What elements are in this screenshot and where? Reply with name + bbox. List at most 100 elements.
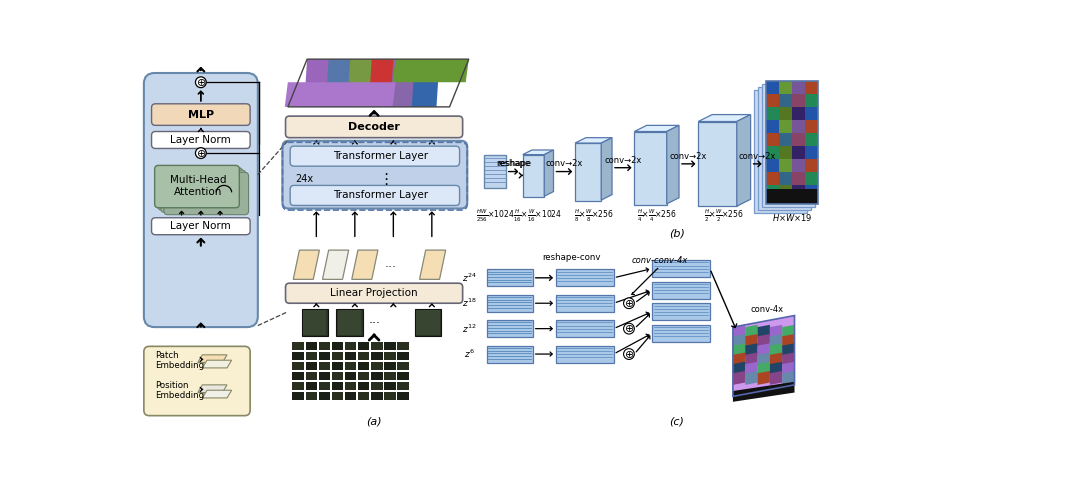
Text: (a): (a) [366,416,382,426]
Bar [332,372,343,380]
Polygon shape [745,334,757,348]
Bar [306,382,318,390]
Text: Layer Norm: Layer Norm [171,221,231,231]
Bar [319,372,330,380]
Bar [806,94,819,107]
Bar [345,372,356,380]
Polygon shape [347,59,375,107]
Text: $\oplus$: $\oplus$ [624,348,634,360]
Bar [372,342,382,350]
Bar [332,382,343,390]
Polygon shape [770,334,782,348]
Bar [652,260,710,277]
Polygon shape [733,343,745,357]
Bar [755,90,807,213]
Text: Patch
Embedding: Patch Embedding [154,350,204,370]
Bar [793,159,806,172]
Polygon shape [733,352,745,366]
Polygon shape [733,371,745,385]
Bar [384,362,395,370]
Bar [384,392,395,400]
Bar [793,146,806,159]
Polygon shape [285,82,395,107]
Polygon shape [782,343,795,357]
Bar [793,185,806,199]
Bar [301,309,328,336]
Text: $z^{6}$: $z^{6}$ [464,348,475,360]
Bar [415,309,441,336]
FancyBboxPatch shape [144,347,251,416]
Bar [634,132,666,204]
Polygon shape [782,334,795,348]
Bar [806,172,819,185]
Bar [766,133,779,146]
Bar [372,352,382,360]
Polygon shape [770,343,782,357]
Text: reshape: reshape [497,159,531,168]
Polygon shape [733,325,745,339]
Bar [293,342,305,350]
Bar [384,382,395,390]
Bar [397,362,408,370]
Polygon shape [757,325,770,339]
Text: Decoder: Decoder [348,122,400,132]
FancyBboxPatch shape [151,104,251,125]
Text: conv→2x: conv→2x [739,152,777,161]
Text: $\frac{HW}{256}{\times}1024$: $\frac{HW}{256}{\times}1024$ [476,207,514,224]
Polygon shape [770,352,782,366]
Text: $\oplus$: $\oplus$ [195,77,206,88]
Bar [357,362,369,370]
Bar [345,352,356,360]
Polygon shape [368,59,396,107]
Polygon shape [202,390,231,398]
Bar [806,120,819,133]
Bar [486,269,532,286]
Polygon shape [411,59,440,107]
Polygon shape [575,138,612,143]
Bar [793,172,806,185]
Bar [293,382,305,390]
Bar [556,320,613,337]
Bar [766,146,779,159]
FancyBboxPatch shape [285,116,462,138]
Bar [319,392,330,400]
Polygon shape [757,371,770,385]
Bar [806,159,819,172]
Text: reshape: reshape [497,159,530,168]
Polygon shape [733,382,795,402]
Polygon shape [666,125,679,204]
FancyBboxPatch shape [291,185,460,205]
FancyBboxPatch shape [283,141,468,208]
Bar [652,325,710,342]
Text: reshape-conv: reshape-conv [542,253,600,262]
Bar [523,155,544,197]
Bar [766,81,819,204]
Bar [766,159,779,172]
Polygon shape [294,250,320,279]
Bar [332,342,343,350]
Bar [793,81,806,94]
Bar [699,121,737,206]
Text: $\frac{H}{2}{\times}\frac{W}{2}{\times}256$: $\frac{H}{2}{\times}\frac{W}{2}{\times}2… [704,207,744,224]
Bar [293,362,305,370]
Bar [484,156,505,188]
Polygon shape [634,125,679,132]
Bar [357,392,369,400]
Polygon shape [745,371,757,385]
Bar [306,372,318,380]
Bar [357,352,369,360]
Text: Transformer Layer: Transformer Layer [333,191,428,201]
Text: MLP: MLP [188,109,214,120]
Bar [652,282,710,299]
Bar [372,382,382,390]
Text: (b): (b) [669,228,685,238]
Polygon shape [770,371,782,385]
FancyBboxPatch shape [161,170,245,212]
Text: conv→2x: conv→2x [545,159,583,168]
Bar [332,392,343,400]
Text: $H{\times}W{\times}19$: $H{\times}W{\times}19$ [772,212,812,223]
Polygon shape [390,59,418,107]
FancyBboxPatch shape [154,166,240,208]
Polygon shape [757,362,770,376]
Bar [793,120,806,133]
